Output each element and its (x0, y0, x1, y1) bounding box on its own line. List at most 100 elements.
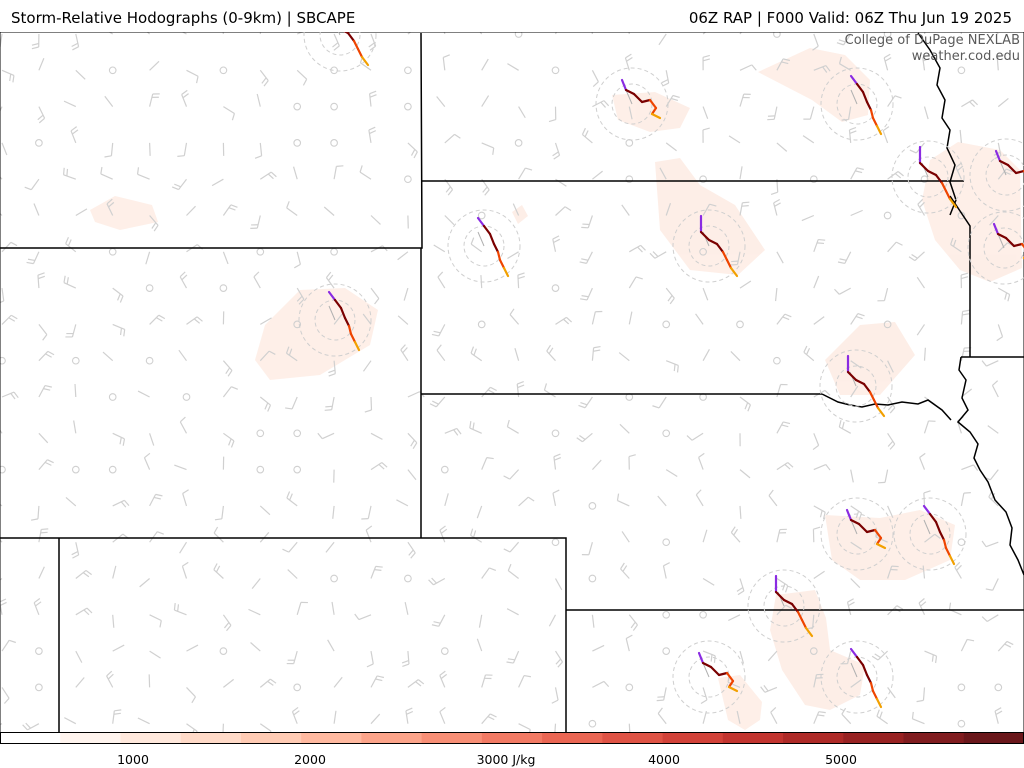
wind-barb (592, 644, 605, 652)
wind-barb (429, 396, 446, 408)
calm-wind-marker (625, 175, 634, 184)
wind-barb (950, 237, 962, 253)
wind-barb (292, 166, 298, 180)
wind-barb (407, 679, 425, 688)
wind-barb (887, 95, 902, 107)
wind-barb (439, 525, 448, 543)
wind-barb (222, 386, 239, 398)
wind-barb (365, 525, 373, 543)
calm-wind-marker (0, 465, 6, 474)
wind-barb (431, 324, 446, 337)
wind-barb (702, 650, 716, 663)
wind-barb (71, 33, 80, 51)
wind-barb (507, 63, 519, 71)
wind-barb (628, 106, 633, 120)
wind-barb (553, 453, 562, 470)
wind-barb (661, 70, 670, 87)
wind-barb (543, 383, 556, 398)
wind-barb (506, 608, 519, 616)
wind-barb (186, 644, 199, 652)
wind-barb (621, 531, 630, 543)
wind-barb (481, 713, 497, 725)
wind-barb (739, 280, 752, 289)
wind-barb (916, 276, 925, 289)
wind-barb (63, 100, 77, 108)
wind-barb (286, 201, 298, 216)
calm-wind-marker (293, 429, 302, 438)
wind-barb (75, 650, 83, 663)
wind-barb (436, 344, 446, 362)
wind-barb (396, 499, 409, 507)
wind-barb (368, 33, 377, 51)
wind-barb (728, 135, 741, 144)
wind-barb (439, 670, 448, 688)
wind-barb (223, 106, 236, 121)
wind-barb (581, 127, 593, 144)
wind-barb (286, 650, 298, 665)
wind-barb (0, 176, 3, 180)
wind-barb (149, 93, 160, 107)
wind-barb (214, 505, 224, 521)
wind-barb (659, 167, 667, 180)
wind-barb (702, 127, 710, 143)
wind-barb (31, 33, 40, 50)
wind-barb (841, 707, 852, 725)
wind-barb (112, 287, 124, 303)
wind-barb (370, 462, 388, 471)
wind-barb (657, 495, 667, 507)
wind-barb (143, 452, 151, 470)
wind-barb (259, 678, 277, 688)
wind-barb (405, 707, 414, 724)
wind-barb (75, 69, 86, 80)
wind-barb (739, 93, 751, 107)
wind-barb (149, 314, 166, 325)
wind-barb (325, 541, 335, 553)
calm-wind-marker (662, 647, 671, 655)
wind-barb (773, 198, 781, 216)
wind-barb (948, 602, 962, 616)
wind-barb (730, 351, 741, 362)
wind-barb (591, 614, 595, 628)
wind-barb (181, 89, 189, 107)
wind-barb (1, 314, 18, 325)
calm-wind-marker (35, 139, 43, 147)
wind-barb (407, 432, 418, 450)
wind-barb (1, 241, 18, 253)
wind-barb (924, 533, 941, 543)
wind-barb (506, 650, 520, 664)
calm-wind-marker (477, 211, 486, 220)
wind-barb (887, 687, 896, 699)
wind-barb (481, 386, 497, 398)
wind-barb (222, 614, 232, 632)
credit-line-2: weather.cod.edu (911, 49, 1020, 64)
colorbar-segment (301, 732, 362, 744)
wind-barb (665, 94, 680, 107)
wind-barb (139, 578, 150, 588)
wind-barb (739, 396, 751, 412)
wind-barb (555, 206, 572, 216)
wind-barb (981, 540, 999, 548)
wind-barb (686, 432, 704, 441)
calm-wind-marker (957, 66, 966, 75)
wind-barb (665, 287, 675, 305)
calm-wind-marker (145, 356, 154, 365)
wind-barb (469, 421, 482, 434)
calm-wind-marker (699, 247, 707, 256)
wind-barb (137, 717, 150, 725)
wind-barb (106, 670, 114, 688)
wind-barb (296, 287, 305, 305)
wind-barb (444, 427, 462, 436)
wind-barb (813, 64, 831, 73)
wind-barb (908, 251, 925, 262)
wind-barb (442, 54, 450, 71)
wind-barb (774, 288, 778, 302)
wind-barb (333, 165, 344, 180)
calm-wind-marker (736, 320, 744, 329)
wind-barb (850, 312, 865, 325)
wind-barb (989, 215, 999, 226)
wind-barb (516, 380, 525, 398)
wind-barb (149, 142, 151, 156)
wind-barb (149, 493, 163, 507)
wind-barb (629, 244, 646, 253)
calm-wind-marker (699, 610, 707, 619)
